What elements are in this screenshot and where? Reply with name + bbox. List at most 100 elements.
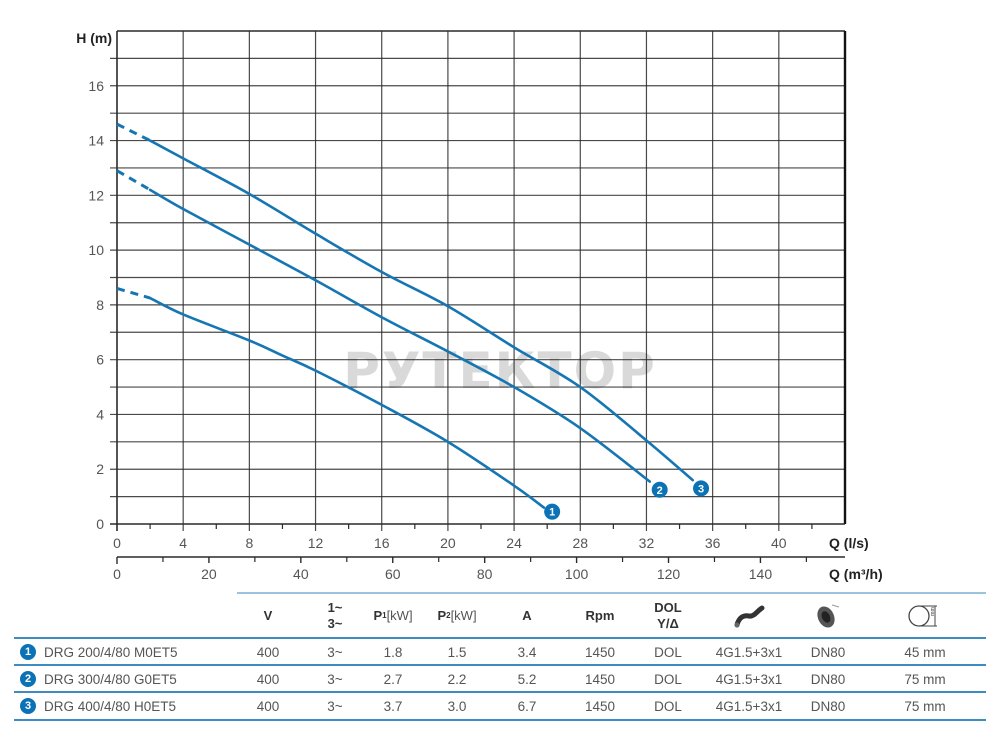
- y-axis-title: H (m): [76, 30, 112, 46]
- chart-grid: [110, 30, 845, 531]
- y-tick-label: 2: [96, 461, 104, 477]
- curve-badge-label: 2: [657, 485, 663, 497]
- chart-axes: 0 4 8 12 16 20 24 28 32 36 40 Q (l/s)0246810121416H…: [76, 30, 882, 582]
- y-tick-label: 14: [88, 133, 104, 149]
- cable-cell: 4G1.5+3x1: [715, 698, 783, 714]
- curve-badge: 2: [20, 671, 36, 687]
- p2-cell: 1.5: [447, 644, 467, 660]
- curve-line: [148, 296, 546, 509]
- curve-2: 2: [116, 169, 668, 498]
- header-p2-sub: 2: [446, 610, 451, 620]
- svg-text:mm: mm: [930, 606, 936, 615]
- model-name: DRG 400/4/80 H0ET5: [44, 698, 177, 714]
- model-cell: 2 DRG 300/4/80 G0ET5: [20, 666, 240, 692]
- watermark-text: РУТЕКТОР: [343, 342, 657, 400]
- curve-line: [148, 188, 652, 483]
- table-row: 1 DRG 200/4/80 M0ET5 400 3~ 1.8 1.5 3.4 1…: [14, 637, 986, 665]
- voltage-cell: 400: [256, 671, 280, 687]
- current-cell: 6.7: [517, 698, 537, 714]
- x-tick-label: 0: [113, 535, 121, 551]
- curve-badge: [544, 503, 561, 520]
- x2-axis-title: Q (m³/h): [829, 566, 883, 582]
- model-name: DRG 300/4/80 G0ET5: [44, 671, 177, 687]
- x-tick-label: 28: [572, 535, 588, 551]
- x-axis-title: Q (l/s): [829, 535, 869, 551]
- free-passage-diameter-icon: mm: [884, 594, 966, 637]
- x-tick-label: 40: [771, 535, 787, 551]
- p1-cell: 1.8: [383, 644, 403, 660]
- curve-dashed-start: [116, 122, 151, 142]
- rpm-cell: 1450: [584, 698, 616, 714]
- header-starting: DOL Y/Δ: [639, 594, 697, 637]
- y-tick-label: 10: [88, 242, 104, 258]
- flange-cell: DN80: [810, 698, 846, 714]
- x2-tick-label: 20: [201, 566, 217, 582]
- curve-badge: 1: [20, 644, 36, 660]
- cable-icon: [704, 594, 794, 637]
- voltage-cell: 400: [256, 698, 280, 714]
- model-cell: 3 DRG 400/4/80 H0ET5: [20, 693, 240, 719]
- x-tick-label: 32: [639, 535, 655, 551]
- x2-tick-label: 0: [113, 566, 121, 582]
- model-name: DRG 200/4/80 M0ET5: [44, 644, 178, 660]
- passage-cell: 45 mm: [904, 644, 946, 660]
- curve-badge: [693, 480, 710, 497]
- voltage-cell: 400: [256, 644, 280, 660]
- starting-cell: DOL: [654, 644, 682, 660]
- x2-tick-label: 60: [385, 566, 401, 582]
- model-cell: 1 DRG 200/4/80 M0ET5: [20, 639, 240, 665]
- x2-tick-label: 40: [293, 566, 309, 582]
- p2-cell: 3.0: [447, 698, 467, 714]
- x2-tick-label: 80: [477, 566, 493, 582]
- curve-3: 3: [116, 122, 710, 497]
- header-voltage: V: [263, 607, 273, 623]
- x2-tick-label: 120: [657, 566, 681, 582]
- curve-line: [148, 139, 695, 482]
- rpm-cell: 1450: [584, 671, 616, 687]
- header-p1-unit: [kW]: [386, 607, 413, 623]
- rpm-cell: 1450: [584, 644, 616, 660]
- flange-outlet-icon: [798, 594, 858, 637]
- starting-cell: DOL: [654, 698, 682, 714]
- x-tick-label: 16: [374, 535, 390, 551]
- y-tick-label: 6: [96, 352, 104, 368]
- cable-cell: 4G1.5+3x1: [715, 644, 783, 660]
- y-tick-label: 0: [96, 516, 104, 532]
- flange-cell: DN80: [810, 644, 846, 660]
- x-tick-label: 4: [179, 535, 187, 551]
- cable-cell: 4G1.5+3x1: [715, 671, 783, 687]
- curve-dashed-start: [116, 287, 151, 300]
- header-p1-label: P: [373, 607, 383, 623]
- x-tick-label: 8: [245, 535, 253, 551]
- watermark: РУТЕКТОР: [343, 342, 657, 400]
- header-phase-3: 3~: [327, 615, 343, 631]
- performance-curves: 1 2 3: [116, 122, 710, 520]
- header-p2-label: P: [437, 607, 447, 623]
- x2-tick-label: 140: [749, 566, 773, 582]
- header-p1-sub: 1: [382, 610, 387, 620]
- curve-1: 1: [116, 287, 561, 520]
- x-tick-label: 20: [440, 535, 456, 551]
- table-row: 3 DRG 400/4/80 H0ET5 400 3~ 3.7 3.0 6.7 1…: [14, 691, 986, 721]
- y-tick-label: 4: [96, 406, 104, 422]
- phase-cell: 3~: [327, 671, 343, 687]
- header-current: A: [522, 607, 532, 623]
- p1-cell: 2.7: [383, 671, 403, 687]
- flange-cell: DN80: [810, 671, 846, 687]
- current-cell: 5.2: [517, 671, 537, 687]
- header-rpm: Rpm: [585, 607, 615, 623]
- x-tick-label: 24: [506, 535, 522, 551]
- p2-cell: 2.2: [447, 671, 467, 687]
- header-starting-dol: DOL: [654, 599, 682, 615]
- curve-badge-label: 1: [549, 507, 555, 519]
- x-tick-label: 12: [308, 535, 324, 551]
- phase-cell: 3~: [327, 698, 343, 714]
- phase-cell: 3~: [327, 644, 343, 660]
- p1-cell: 3.7: [383, 698, 403, 714]
- pump-performance-chart: РУТЕКТОР 0 4 8 12 16 20 24 28 32 36 40 Q (l/s)02468…: [76, 30, 882, 582]
- curve-dashed-start: [116, 169, 151, 192]
- x2-tick-label: 100: [565, 566, 589, 582]
- curve-badge: [651, 481, 668, 498]
- curve-badge-label: 3: [698, 483, 704, 495]
